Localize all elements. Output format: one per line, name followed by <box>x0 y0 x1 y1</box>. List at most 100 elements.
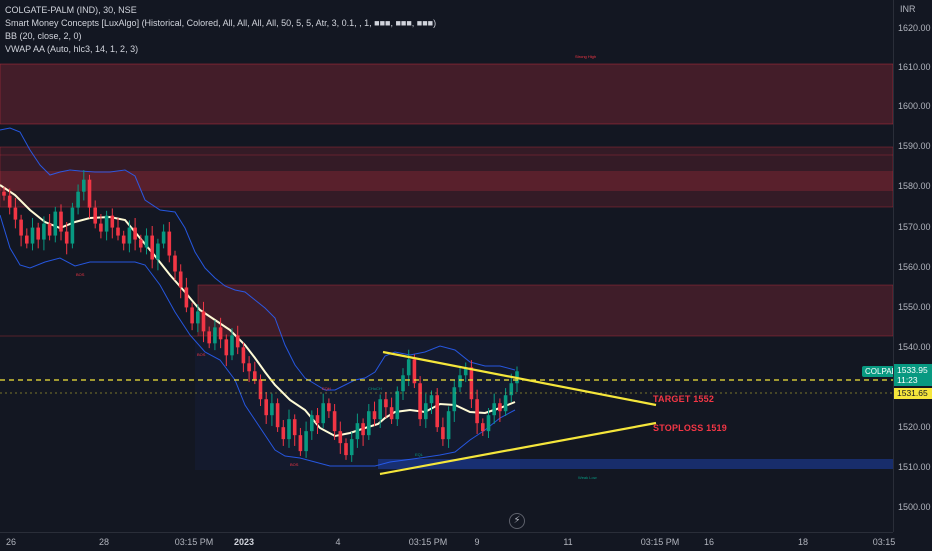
candle-body <box>481 423 485 432</box>
candle-body <box>235 335 240 348</box>
strong-high-zone <box>0 63 893 125</box>
price-axis[interactable]: INR 1620.00 1610.00 1600.00 1590.00 1580… <box>893 0 932 532</box>
candle-body <box>406 359 411 376</box>
time-axis[interactable]: 26 28 03:15 PM 2023 4 03:15 PM 9 11 03:1… <box>0 532 895 551</box>
candle-body <box>207 331 211 344</box>
stoploss-label: STOPLOSS 1519 <box>653 423 727 433</box>
price-tick: 1610.00 <box>898 62 931 72</box>
price-tick: 1540.00 <box>898 342 931 352</box>
price-tick: 1590.00 <box>898 141 931 151</box>
time-tick: 28 <box>98 537 110 547</box>
candle-body <box>452 387 457 412</box>
lightning-icon[interactable]: ⚡ <box>509 513 525 529</box>
demand-zone <box>378 459 893 469</box>
candle-body <box>218 327 223 340</box>
candle-body <box>349 439 354 456</box>
candle-body <box>139 239 143 248</box>
candle-body <box>498 403 502 412</box>
price-tick: 1520.00 <box>898 422 931 432</box>
candle-body <box>310 415 314 432</box>
candle-body <box>503 395 508 412</box>
time-tick: 2023 <box>233 537 255 547</box>
candle-body <box>446 411 451 440</box>
candle-body <box>184 287 189 308</box>
currency-label[interactable]: INR <box>900 4 916 14</box>
chart-area[interactable]: COLGATE-PALM (IND), 30, NSE Smart Money … <box>0 0 893 532</box>
candle-body <box>133 227 137 240</box>
candle-body <box>178 271 183 288</box>
candle-body <box>144 235 149 248</box>
stoploss-trendline[interactable] <box>379 421 657 476</box>
bar-countdown: 11:23 <box>897 375 918 385</box>
supply-zone-inner <box>0 171 893 191</box>
candle-body <box>70 207 75 244</box>
candle-body <box>486 415 491 432</box>
candle-body <box>424 403 428 420</box>
time-tick: 11 <box>563 537 573 547</box>
weak-low-label: Weak Low <box>578 475 597 480</box>
candle-body <box>412 359 417 384</box>
legend-indicator-bb[interactable]: BB (20, close, 2, 0) <box>5 31 82 41</box>
bos-label-2: BOS <box>197 352 206 357</box>
candle-body <box>435 395 439 428</box>
candle-body <box>19 219 23 236</box>
candle-body <box>253 371 257 380</box>
time-tick: 03:15 PM <box>174 537 214 547</box>
strong-high-label: Strong High <box>575 54 597 59</box>
candle-body <box>258 379 263 400</box>
price-tick: 1510.00 <box>898 462 931 472</box>
price-tick: 1620.00 <box>898 23 931 33</box>
time-tick: 26 <box>5 537 17 547</box>
candle-body <box>104 215 109 232</box>
candle-body <box>389 407 394 420</box>
candle-body <box>304 431 308 452</box>
candle-body <box>173 255 177 272</box>
price-chart[interactable] <box>0 0 893 532</box>
candle-body <box>287 419 291 440</box>
candle-body <box>30 227 35 244</box>
symbol-tag: COLPAL <box>862 366 893 377</box>
candle-body <box>82 179 86 192</box>
eqh-label: EQH <box>322 386 331 391</box>
candle-body <box>355 423 360 440</box>
candle-body <box>469 367 474 400</box>
chart-legend: COLGATE-PALM (IND), 30, NSE Smart Money … <box>5 4 436 56</box>
bb-lower-band <box>0 214 516 467</box>
candle-body <box>42 223 46 240</box>
legend-indicator-vwap[interactable]: VWAP AA (Auto, hlc3, 14, 1, 2, 3) <box>5 44 139 54</box>
target-trendline[interactable] <box>382 350 657 407</box>
candle-body <box>161 231 166 244</box>
candle-body <box>150 235 154 260</box>
candle-body <box>53 211 58 236</box>
candle-body <box>321 403 325 424</box>
last-price-value: 1533.95 <box>897 365 928 375</box>
supply-zone-lower <box>197 284 893 337</box>
candle-body <box>99 223 103 232</box>
candle-body <box>156 243 160 260</box>
price-tick: 1580.00 <box>898 181 931 191</box>
candle-body <box>190 307 194 324</box>
candle-body <box>224 339 229 356</box>
bos-label-1: BOS <box>76 272 85 277</box>
candle-body <box>367 411 371 436</box>
supply-zone-upper <box>0 146 893 208</box>
candle-body <box>401 375 405 392</box>
vwap-price-tag: 1531.65 <box>894 388 932 399</box>
candle-body <box>213 327 217 344</box>
candle-body <box>281 427 286 440</box>
candle-body <box>230 335 234 356</box>
candle-body <box>475 399 479 424</box>
choch-label: CHoCH <box>368 386 382 391</box>
price-tick: 1560.00 <box>898 262 931 272</box>
target-label: TARGET 1552 <box>653 394 715 404</box>
legend-indicator-smc[interactable]: Smart Money Concepts [LuxAlgo] (Historic… <box>5 18 437 28</box>
eql-label: EQL <box>415 452 424 457</box>
candle-body <box>13 207 18 220</box>
price-tick: 1550.00 <box>898 302 931 312</box>
time-tick: 16 <box>703 537 715 547</box>
legend-symbol[interactable]: COLGATE-PALM (IND), 30, NSE <box>5 5 137 15</box>
candle-body <box>509 383 514 396</box>
candle-body <box>298 435 303 452</box>
candle-body <box>378 399 382 420</box>
smc-zones <box>0 63 893 470</box>
